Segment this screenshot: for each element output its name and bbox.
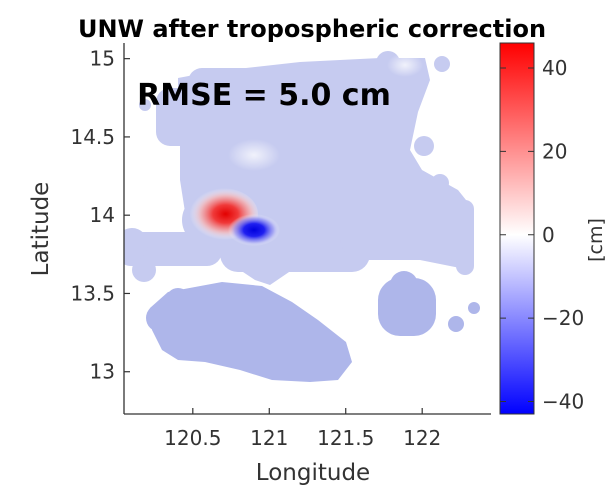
southwest-knob bbox=[132, 258, 156, 282]
y-tick-label-3: 13.5 bbox=[70, 281, 115, 305]
x-tick-label-1: 121 bbox=[250, 426, 288, 450]
colorbar-tick-label-4: −40 bbox=[542, 389, 584, 413]
y-tick-label-2: 14 bbox=[90, 203, 115, 227]
southeast-islet bbox=[390, 271, 418, 299]
colorbar-ticks: 40 20 0 −20 −40 bbox=[500, 56, 584, 413]
x-tick-label-3: 122 bbox=[403, 426, 441, 450]
colorbar-tick-label-3: −20 bbox=[542, 306, 584, 330]
axes bbox=[123, 43, 491, 415]
rmse-annotation: RMSE = 5.0 cm bbox=[137, 78, 391, 113]
island-7 bbox=[206, 109, 222, 125]
southern-field bbox=[146, 271, 480, 382]
colorbar-tick-label-1: 20 bbox=[542, 139, 567, 163]
colorbar-tick-label-0: 40 bbox=[542, 56, 567, 80]
west-arm bbox=[124, 232, 222, 266]
island-6 bbox=[139, 99, 151, 111]
colorbar bbox=[499, 42, 535, 415]
y-tick-label-0: 15 bbox=[90, 47, 115, 71]
y-tick-label-4: 13 bbox=[90, 360, 115, 384]
negative-lobe bbox=[228, 214, 280, 246]
pale-spot-2 bbox=[387, 53, 423, 77]
southern-block bbox=[150, 282, 352, 382]
south-knob-1 bbox=[146, 304, 174, 332]
east-islet-2 bbox=[468, 302, 480, 314]
west-arm-tip bbox=[124, 228, 148, 260]
east-band bbox=[340, 190, 468, 260]
island-4 bbox=[392, 74, 412, 94]
colorbar-label: [cm] bbox=[585, 218, 607, 262]
pale-spot bbox=[228, 139, 280, 171]
east-islet bbox=[448, 316, 464, 332]
chart-title: UNW after tropospheric correction bbox=[78, 15, 546, 43]
island-5 bbox=[434, 56, 450, 72]
island-1 bbox=[414, 136, 434, 156]
y-axis-label: Latitude bbox=[28, 182, 54, 277]
x-ticks: 120.5 121 121.5 122 bbox=[164, 408, 441, 450]
east-spur bbox=[456, 200, 474, 275]
north-strip bbox=[188, 68, 288, 100]
x-axis-label: Longitude bbox=[256, 460, 370, 486]
south-knob-2 bbox=[166, 288, 190, 312]
island-2 bbox=[431, 174, 449, 192]
x-tick-label-2: 121.5 bbox=[317, 426, 374, 450]
x-tick-label-0: 120.5 bbox=[164, 426, 221, 450]
northwest-block bbox=[156, 88, 208, 146]
colorbar-tick-label-2: 0 bbox=[542, 223, 555, 247]
y-tick-label-1: 14.5 bbox=[70, 125, 115, 149]
y-ticks: 15 14.5 14 13.5 13 bbox=[70, 47, 130, 384]
data-field bbox=[124, 51, 480, 382]
